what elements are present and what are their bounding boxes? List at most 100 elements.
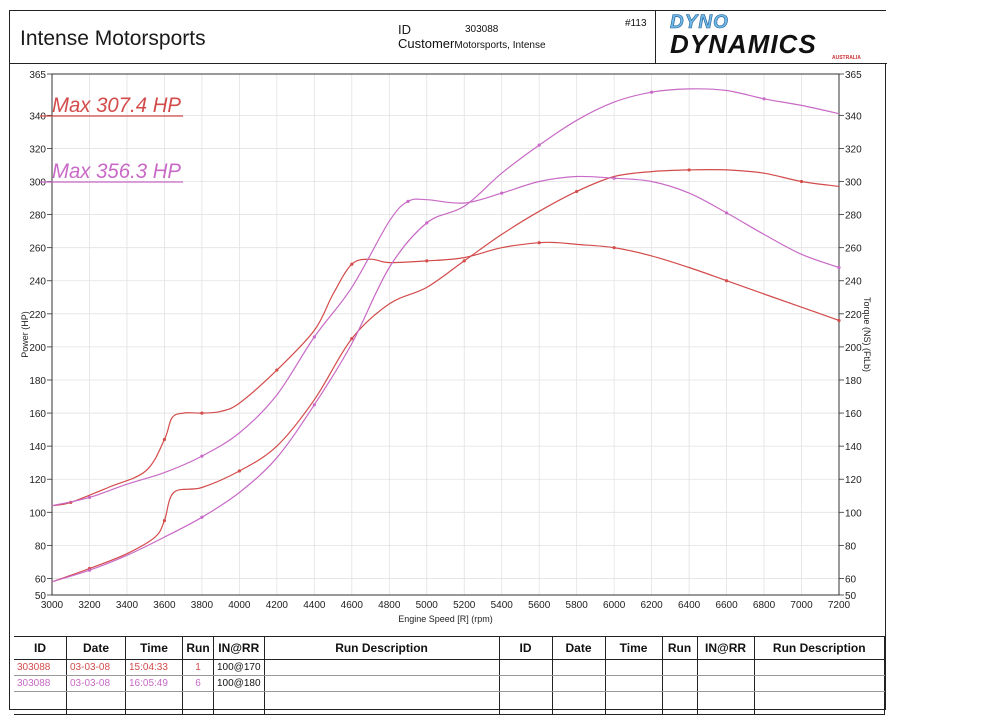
y-tick-label: 180 [29, 376, 46, 387]
y-tick-label: 340 [29, 111, 46, 122]
id-label: ID [398, 22, 411, 37]
y-tick-label: 260 [29, 244, 46, 255]
data-point [275, 368, 279, 372]
x-tick-label: 6800 [753, 600, 776, 611]
runs-header-cell: Run Description [754, 636, 886, 660]
table-cell [697, 659, 755, 676]
y-tick-label: 160 [29, 409, 46, 420]
series-line-power-run-6 [51, 88, 840, 583]
table-cell [499, 691, 553, 715]
table-cell [605, 691, 663, 715]
x-tick-label: 3800 [191, 600, 214, 611]
runs-header-cell: ID [14, 636, 67, 660]
y2-tick-label: 280 [845, 211, 862, 222]
x-tick-label: 5800 [566, 600, 589, 611]
runs-header-cell: IN@RR [213, 636, 265, 660]
y2-tick-label: 180 [845, 376, 862, 387]
runs-table: ID Date Time Run IN@RR Run Description ID Date T… [14, 636, 886, 715]
x-tick-label: 5200 [453, 600, 476, 611]
y2-tick-label: 160 [845, 409, 862, 420]
y-tick-label: 100 [29, 508, 46, 519]
x-tick-label: 4600 [341, 600, 364, 611]
y2-tick-label: 140 [845, 442, 862, 453]
table-row: 303088 03-03-08 15:04:33 1 100@170 [14, 659, 886, 676]
table-cell [264, 659, 500, 676]
chart-curves [51, 88, 841, 583]
plot-frame [51, 73, 840, 596]
table-cell [552, 675, 606, 692]
y-tick-label: 200 [29, 343, 46, 354]
job-number: #113 [625, 18, 647, 29]
y-tick-label: 60 [35, 574, 47, 585]
runs-header-cell: Run [182, 636, 214, 660]
data-point [799, 179, 804, 184]
table-cell: 1 [182, 659, 214, 676]
table-cell [605, 659, 663, 676]
table-cell [605, 675, 663, 692]
runs-table-header: ID Date Time Run IN@RR Run Description ID Date T… [14, 636, 886, 660]
max-hp-annotation: Max 356.3 HP [52, 160, 181, 183]
data-point [200, 411, 204, 415]
x-tick-label: 7000 [790, 600, 813, 611]
table-cell [499, 659, 553, 676]
table-cell [697, 675, 755, 692]
table-cell [754, 691, 886, 715]
data-point [724, 211, 729, 215]
logo-top-text: DYNO [670, 12, 729, 34]
table-cell [125, 691, 183, 715]
y-tick-label: 140 [29, 442, 46, 453]
x-tick-label: 7200 [828, 600, 851, 611]
data-point [612, 246, 616, 250]
y-tick-label: 365 [29, 70, 46, 81]
data-point [312, 403, 316, 407]
y2-tick-label: 50 [845, 591, 857, 602]
table-row-empty [14, 691, 886, 715]
data-point [537, 143, 541, 147]
table-cell: 03-03-08 [66, 659, 126, 676]
data-point [425, 221, 429, 225]
table-cell [697, 691, 755, 715]
data-point [837, 318, 841, 323]
y2-tick-label: 120 [845, 475, 862, 486]
y-tick-label: 240 [29, 277, 46, 288]
x-tick-label: 4800 [378, 600, 401, 611]
runs-header-cell: Date [552, 636, 606, 660]
table-cell [552, 691, 606, 715]
y2-tick-label: 200 [845, 343, 862, 354]
y2-tick-label: 240 [845, 277, 862, 288]
table-cell [264, 675, 500, 692]
x-tick-label: 6200 [640, 600, 663, 611]
data-point [612, 176, 616, 180]
runs-header-cell: Time [605, 636, 663, 660]
x-tick-label: 6000 [603, 600, 626, 611]
x-tick-label: 4400 [303, 600, 326, 611]
table-cell: 100@180 [213, 675, 265, 692]
y-axis-title: Power (HP) [20, 311, 30, 358]
data-point [312, 335, 316, 339]
chart-axes: 3000 3200 3400 3600 3800 4000 4200 4400 4600 4800… [20, 70, 872, 624]
x-tick-label: 4200 [266, 600, 289, 611]
table-cell [662, 691, 698, 715]
y-tick-label: 300 [29, 178, 46, 189]
table-cell [66, 691, 126, 715]
table-cell [552, 659, 606, 676]
data-point [687, 168, 691, 172]
y2-tick-label: 340 [845, 111, 862, 122]
table-cell: 303088 [14, 659, 67, 676]
data-point [650, 90, 654, 94]
logo-sub-text: AUSTRALIA [832, 55, 861, 61]
y-tick-label: 120 [29, 475, 46, 486]
chart-grid [51, 73, 840, 596]
data-point [537, 241, 541, 245]
data-point [425, 259, 429, 263]
data-point [837, 265, 841, 270]
runs-table-body: 303088 03-03-08 15:04:33 1 100@170 303088 03-0… [14, 659, 886, 715]
table-cell [499, 675, 553, 692]
x-tick-label: 3200 [78, 600, 101, 611]
y-tick-label: 50 [35, 591, 47, 602]
customer-value: Motorsports, Intense [454, 40, 546, 51]
table-row: 303088 03-03-08 16:05:49 6 100@180 [14, 675, 886, 692]
y2-tick-label: 60 [845, 574, 857, 585]
data-point [350, 262, 354, 266]
table-cell [213, 691, 265, 715]
